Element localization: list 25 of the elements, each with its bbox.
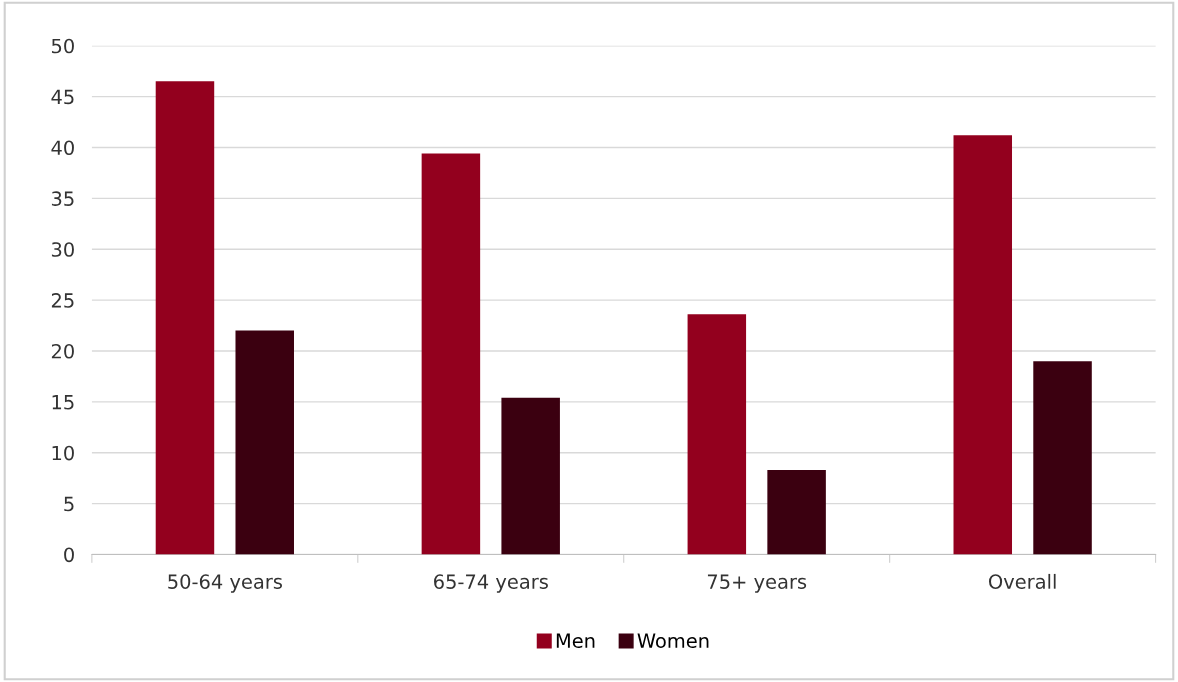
bar <box>1033 361 1092 555</box>
bar <box>421 153 481 555</box>
bar <box>687 314 747 555</box>
y-tick-label: 40 <box>51 140 74 156</box>
x-tick-label: 50-64 years <box>168 574 282 593</box>
legend-label: Women <box>637 633 709 649</box>
y-tick-label: 35 <box>51 191 74 206</box>
bar <box>235 330 294 555</box>
y-tick-label: 25 <box>51 293 74 308</box>
bar <box>953 135 1013 555</box>
y-tick-label: 50 <box>51 38 74 54</box>
y-tick-label: 0 <box>64 547 74 563</box>
x-tick-label: 65-74 years <box>434 574 548 593</box>
bar <box>767 470 826 555</box>
y-tick-label: 15 <box>52 395 74 410</box>
y-tick-label: 45 <box>51 89 74 105</box>
legend-label: Men <box>556 633 595 649</box>
y-tick-label: 10 <box>52 445 74 461</box>
x-tick-label: 75+ years <box>707 574 807 593</box>
y-tick-label: 5 <box>64 496 74 512</box>
bar <box>501 397 560 555</box>
y-tick-label: 20 <box>51 343 74 359</box>
bar <box>155 81 215 555</box>
x-tick-label: Overall <box>989 573 1056 589</box>
y-tick-label: 30 <box>51 242 74 257</box>
